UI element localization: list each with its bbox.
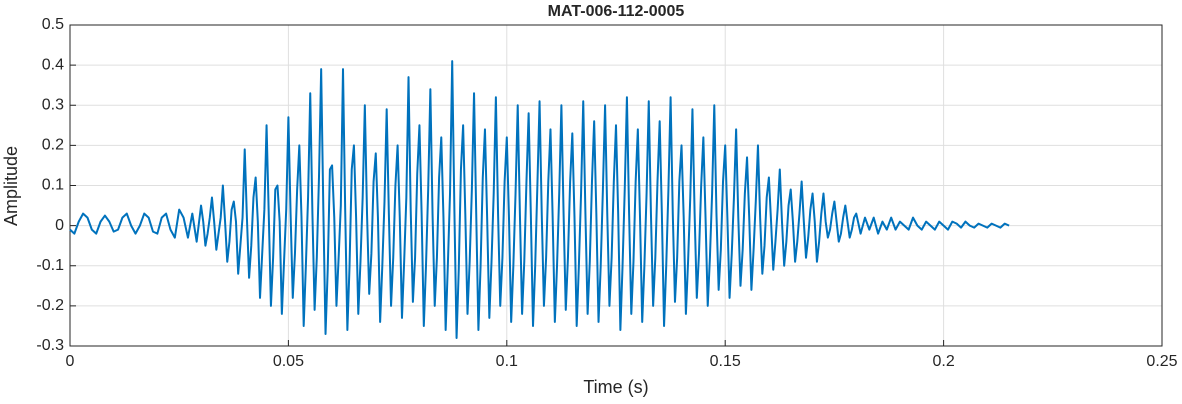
y-tick-label: 0.4: [42, 56, 64, 73]
x-tick-label: 0.15: [710, 353, 741, 370]
y-axis-label: Amplitude: [1, 146, 21, 226]
y-tick-label: -0.2: [36, 297, 64, 314]
y-tick-label: 0: [55, 217, 64, 234]
x-tick-label: 0: [66, 353, 75, 370]
y-tick-label: 0.3: [42, 96, 64, 113]
y-tick-label: -0.3: [36, 337, 64, 354]
y-tick-label: 0.5: [42, 16, 64, 33]
x-tick-label: 0.25: [1146, 353, 1177, 370]
y-tick-label: 0.1: [42, 177, 64, 194]
x-tick-label: 0.1: [496, 353, 518, 370]
waveform-line: [69, 60, 1010, 339]
y-tick-label: 0.2: [42, 137, 64, 154]
x-axis-label: Time (s): [583, 377, 648, 397]
plot-frame: [69, 24, 1163, 347]
y-tick-label: -0.1: [36, 257, 64, 274]
x-tick-label: 0.05: [273, 353, 304, 370]
chart-title: MAT-006-112-0005: [548, 3, 685, 20]
x-tick-label: 0.2: [932, 353, 954, 370]
